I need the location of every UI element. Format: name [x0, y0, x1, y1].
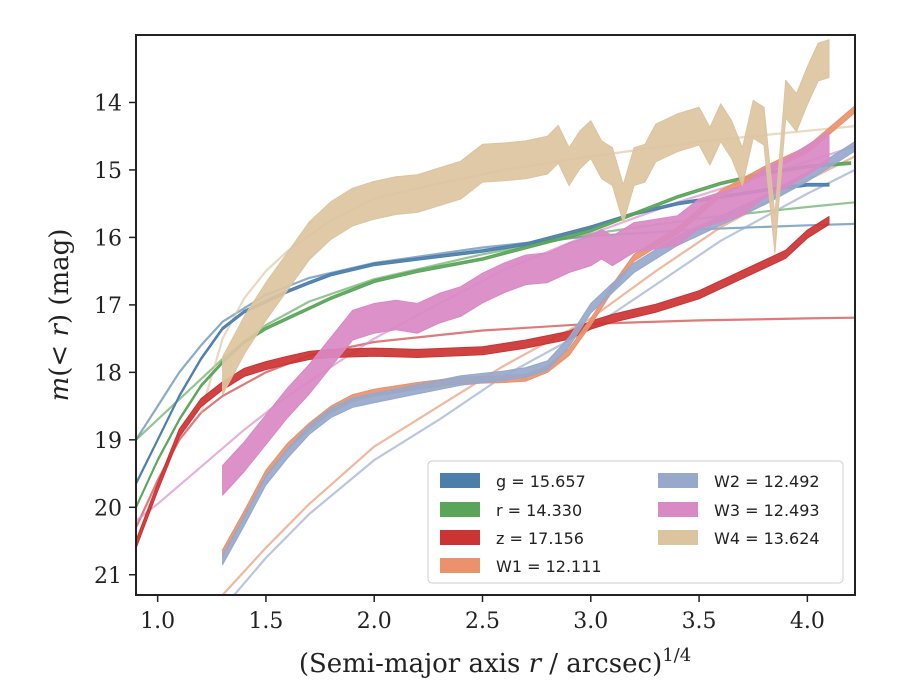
y-tick-label: 16	[94, 226, 122, 251]
legend-label: W4 = 13.624	[714, 529, 820, 548]
legend-box	[427, 460, 844, 584]
x-axis-label: (Semi-major axis r / arcsec)1/4	[299, 645, 691, 679]
y-tick-label: 21	[94, 564, 122, 589]
x-tick-label: 1.0	[140, 609, 175, 634]
legend-entry-w4: W4 = 13.624	[658, 529, 820, 548]
x-axis: 1.0 1.5 2.0 2.5 3.0 3.5 4.0	[140, 595, 825, 634]
legend-label: W1 = 12.111	[496, 557, 602, 576]
legend-entry-w1: W1 = 12.111	[440, 557, 602, 576]
x-tick-label: 2.0	[357, 609, 392, 634]
x-tick-label: 2.5	[465, 609, 500, 634]
data-bands	[136, 39, 855, 566]
y-tick-label: 14	[94, 91, 122, 116]
y-tick-label: 15	[94, 159, 122, 184]
legend-swatch	[440, 530, 480, 545]
x-tick-label: 3.0	[573, 609, 608, 634]
legend-label: z = 17.156	[496, 529, 584, 548]
data-band-w3	[222, 131, 830, 496]
legend-entry-z: z = 17.156	[440, 529, 584, 548]
data-band-z	[136, 216, 830, 549]
y-axis: 14 15 16 17 18 19 20 21	[94, 91, 136, 589]
legend-entry-g: g = 15.657	[440, 472, 586, 491]
legend-label: W2 = 12.492	[714, 472, 820, 491]
y-tick-label: 18	[94, 361, 122, 386]
legend-entry-r: r = 14.330	[440, 501, 582, 520]
legend-label: g = 15.657	[496, 472, 586, 491]
y-axis-label: m(< r) (mag)	[45, 229, 75, 402]
legend-swatch	[658, 473, 698, 488]
legend-swatch	[658, 502, 698, 517]
x-tick-label: 3.5	[682, 609, 717, 634]
legend-label: W3 = 12.493	[714, 501, 820, 520]
legend-entry-w2: W2 = 12.492	[658, 472, 820, 491]
y-tick-label: 19	[94, 429, 122, 454]
x-tick-label: 1.5	[248, 609, 283, 634]
legend-entry-w3: W3 = 12.493	[658, 501, 820, 520]
data-band-r	[136, 161, 852, 510]
x-tick-label: 4.0	[790, 609, 825, 634]
data-band-w4	[222, 39, 830, 396]
legend: g = 15.657 r = 14.330 z = 17.156 W1 = 12.11…	[427, 460, 844, 584]
y-tick-label: 20	[94, 496, 122, 521]
legend-label: r = 14.330	[496, 501, 582, 520]
legend-swatch	[658, 530, 698, 545]
legend-swatch	[440, 473, 480, 488]
plot-frame	[135, 34, 856, 596]
legend-swatch	[440, 558, 480, 573]
y-tick-label: 17	[94, 294, 122, 319]
plot-area	[136, 39, 855, 595]
legend-swatch	[440, 502, 480, 517]
